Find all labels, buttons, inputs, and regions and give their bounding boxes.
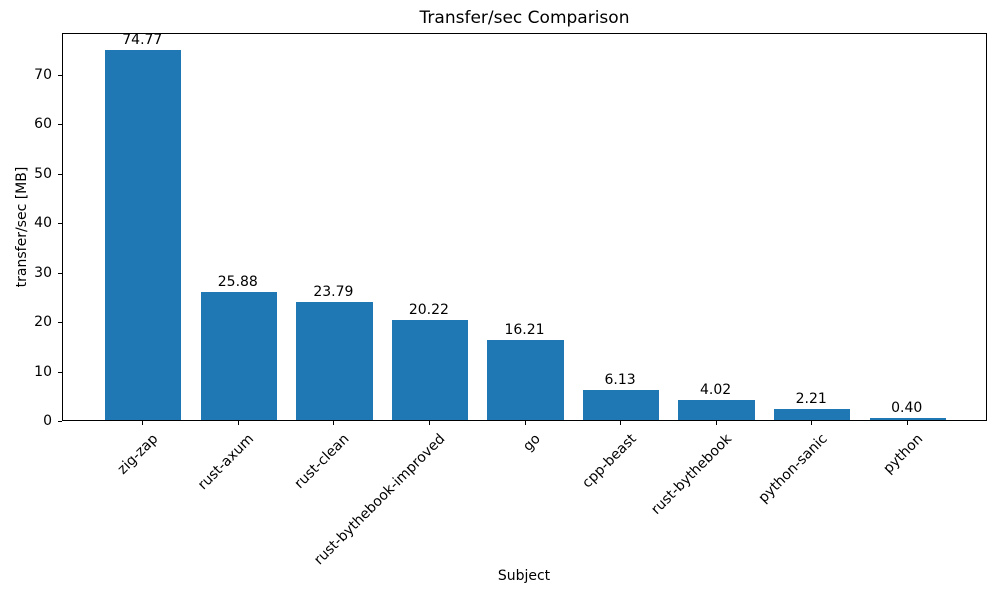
bar-python — [869, 418, 946, 420]
bar-value-label: 23.79 — [313, 284, 354, 301]
bar-rust-bythebook — [678, 400, 755, 420]
y-tick-label: 0 — [43, 413, 52, 429]
x-tick-label: zig-zap — [114, 431, 162, 478]
bar-python-sanic — [774, 409, 851, 420]
y-tick-label: 30 — [34, 264, 52, 281]
bar-value-label: 25.88 — [217, 274, 258, 291]
bar-zig-zap — [105, 50, 182, 420]
x-tick-mark — [524, 421, 526, 425]
y-tick-mark — [58, 173, 62, 175]
y-tick-mark — [58, 75, 62, 76]
x-tick-mark — [333, 421, 335, 425]
x-tick-mark — [142, 421, 144, 425]
bar-value-label: 16.21 — [504, 321, 545, 338]
x-tick-mark — [428, 421, 430, 425]
x-tick-mark — [715, 421, 717, 425]
x-tick-mark — [811, 421, 813, 425]
y-tick-label: 20 — [34, 314, 52, 331]
bar-go — [487, 339, 564, 420]
y-tick-mark — [58, 371, 62, 373]
y-tick-label: 50 — [34, 165, 52, 182]
plot-area — [62, 33, 987, 421]
bar-rust-bythebook-improved — [391, 320, 469, 420]
x-axis-label: Subject — [497, 568, 551, 584]
x-tick-label: go — [520, 431, 544, 455]
x-tick-mark — [906, 421, 908, 425]
x-tick-label: rust-clean — [291, 431, 353, 492]
y-tick-label: 70 — [34, 67, 52, 83]
bar-value-label: 4.02 — [700, 382, 732, 399]
bar-rust-axum — [200, 292, 277, 420]
y-tick-mark — [58, 322, 62, 324]
bar-value-label: 20.22 — [408, 302, 449, 319]
bar-value-label: 2.21 — [795, 391, 827, 408]
bar-value-label: 74.77 — [122, 32, 163, 49]
bar-cpp-beast — [582, 389, 660, 420]
x-tick-mark — [620, 421, 622, 425]
x-tick-label: rust-bythebook — [648, 431, 735, 518]
y-tick-mark — [58, 272, 62, 274]
y-tick-label: 60 — [34, 116, 52, 133]
y-tick-label: 10 — [34, 363, 52, 380]
x-tick-mark — [237, 421, 239, 425]
y-tick-label: 40 — [34, 215, 52, 232]
y-tick-mark — [58, 223, 62, 225]
chart-title: Transfer/sec Comparison — [419, 8, 630, 28]
y-tick-mark — [58, 124, 62, 126]
y-tick-mark — [58, 421, 62, 422]
bar-rust-clean — [296, 302, 373, 420]
x-tick-label: python — [880, 431, 927, 477]
bar-value-label: 0.40 — [891, 400, 923, 416]
x-tick-label: cpp-beast — [579, 431, 640, 492]
x-tick-label: rust-axum — [195, 431, 258, 494]
x-tick-label: python-sanic — [755, 431, 831, 507]
bar-value-label: 6.13 — [604, 371, 636, 388]
